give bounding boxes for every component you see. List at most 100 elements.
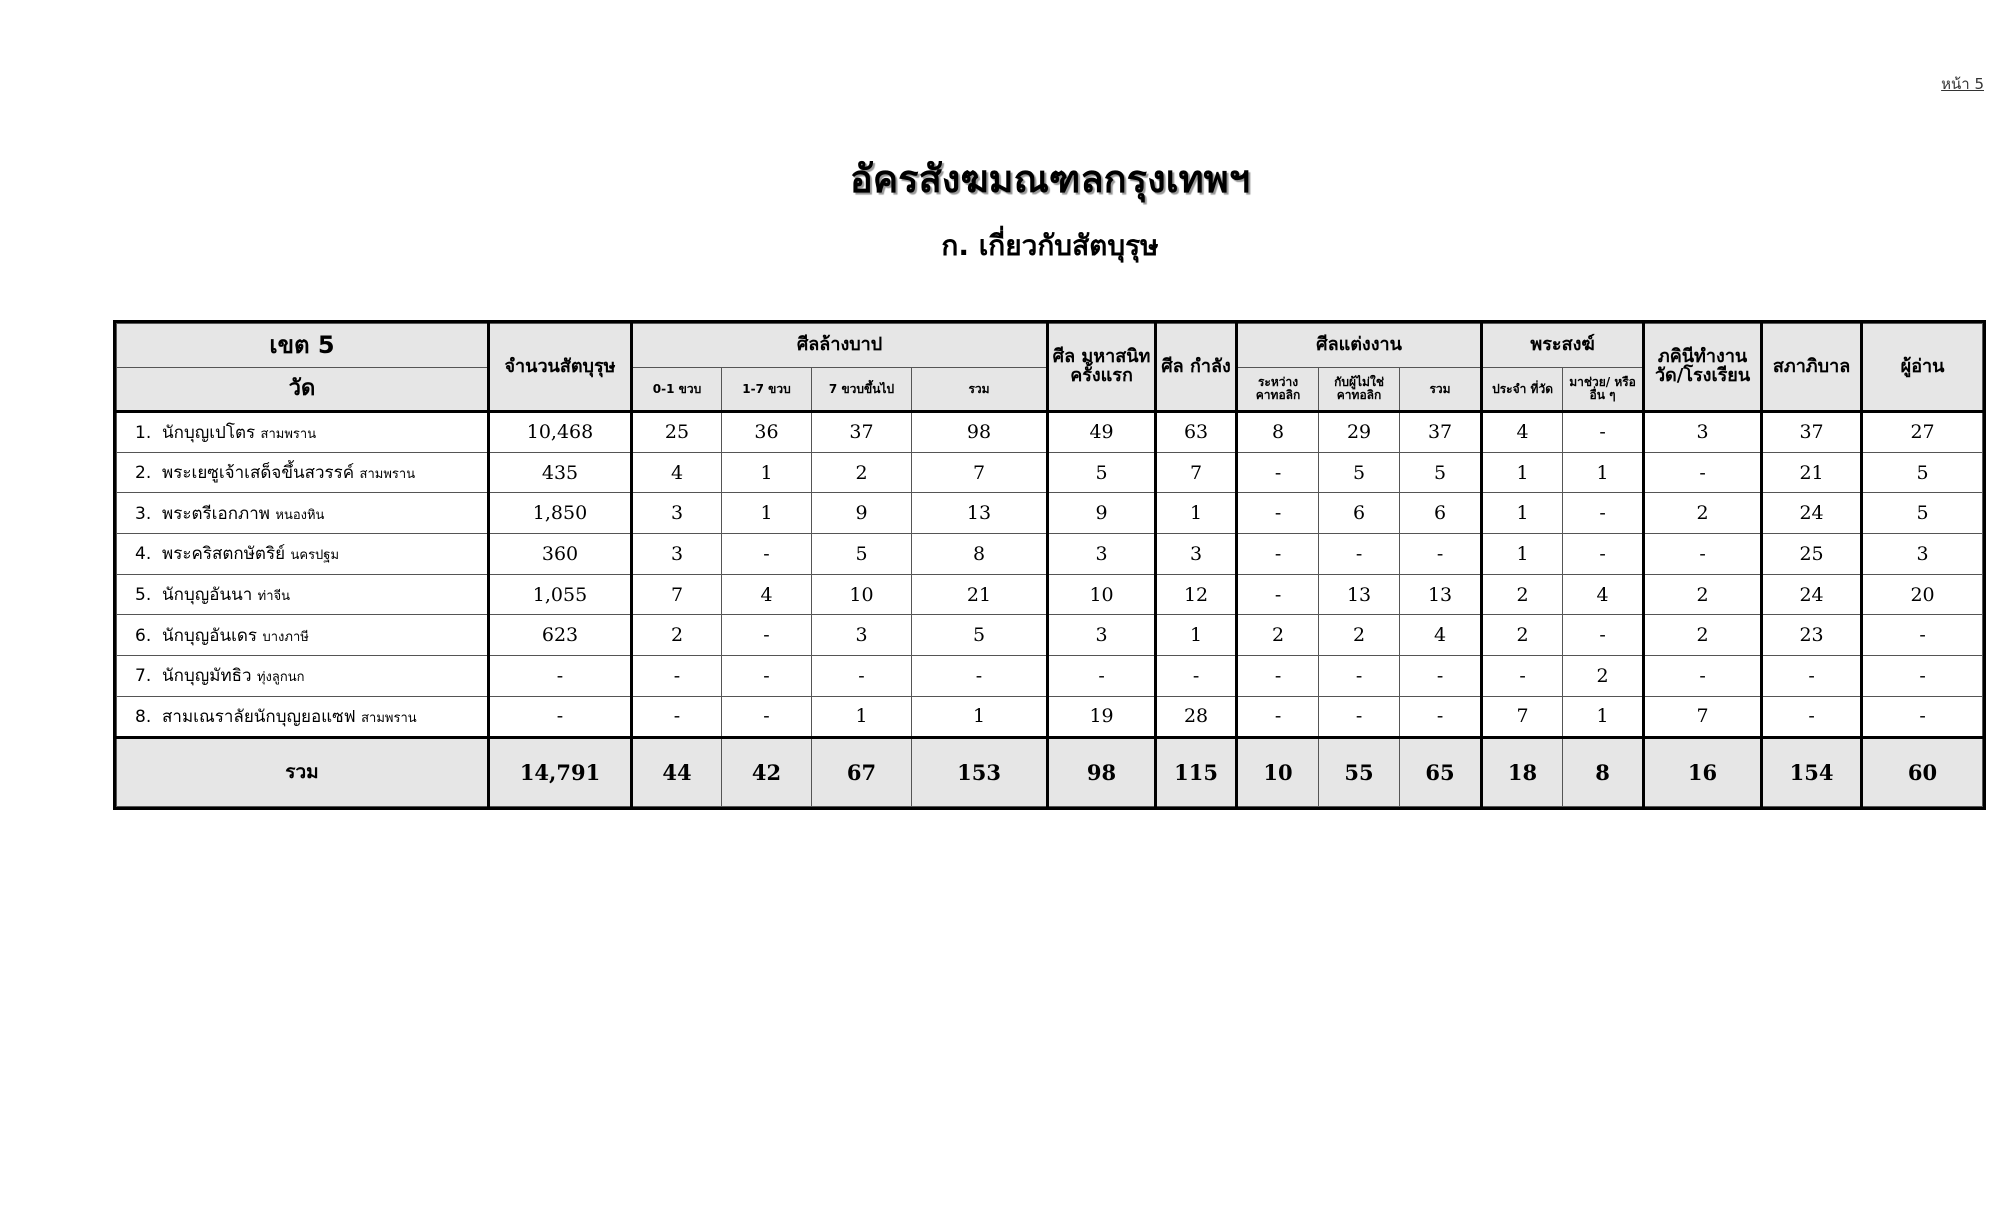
value-cell: - (1318, 695, 1401, 738)
header-baptism-0-1: 0-1 ขวบ (631, 367, 722, 412)
value-cell: - (1236, 533, 1320, 575)
value-cell: - (1236, 492, 1320, 535)
value-cell: - (1861, 655, 1984, 697)
parish-name-cell: 2. พระเยซูเจ้าเสด็จขึ้นสวรรค์ สามพราน (116, 451, 490, 494)
parish-name-cell: 1. นักบุญเปโตร สามพราน (116, 411, 490, 453)
value-cell: - (910, 655, 1050, 697)
header-readers: ผู้อ่าน (1861, 323, 1984, 412)
value-cell: - (721, 695, 812, 738)
value-cell: 3 (1861, 533, 1984, 575)
value-cell: 3 (631, 533, 722, 575)
row-number: 1. (135, 422, 152, 443)
value-cell: 2 (1481, 614, 1564, 657)
value-cell: 5 (1399, 451, 1484, 494)
value-cell: 21 (1761, 451, 1864, 494)
value-cell: 7 (1643, 695, 1764, 738)
value-cell: - (1562, 614, 1646, 657)
value-cell: 24 (1761, 573, 1864, 616)
parish-name-cell: 8. สามเณราลัยนักบุญยอแซฟ สามพราน (116, 695, 490, 738)
value-cell: 2 (1643, 492, 1764, 535)
value-cell: - (811, 655, 912, 697)
total-value-cell: 8 (1562, 735, 1646, 807)
value-cell: - (1236, 451, 1320, 494)
value-cell: 2 (631, 614, 722, 657)
value-cell: 5 (910, 614, 1050, 657)
table-row: 7. นักบุญมัทธิว ทุ่งลูกนก - - - - - - - - - - -2- - - (116, 655, 1984, 697)
value-cell: 6 (1318, 492, 1401, 535)
value-cell: - (631, 655, 722, 697)
value-cell: 2 (1643, 573, 1764, 616)
total-value-cell: 44 (631, 735, 722, 807)
row-number: 4. (135, 544, 152, 565)
row-number: 8. (135, 706, 152, 727)
header-first-communion: ศีล มหาสนิท ครั้งแรก (1047, 323, 1158, 412)
value-cell: 1 (1481, 492, 1564, 535)
value-cell: 7 (1155, 451, 1239, 494)
table-row: 4. พระคริสตกษัตริย์ นครปฐม 360 3-5 8 3 3- - -1-… (116, 533, 1984, 575)
total-value-cell: 14,791 (488, 735, 633, 807)
parish-name-cell: 6. นักบุญอันเดร บางภาษี (116, 614, 490, 657)
page-subtitle: ก. เกี่ยวกับสัตบุรุษ (941, 229, 1159, 262)
value-cell: 10 (1047, 573, 1158, 616)
value-cell: 5 (811, 533, 912, 575)
value-cell: - (1481, 655, 1564, 697)
value-cell: 1,055 (488, 573, 633, 616)
header-priests: พระสงฆ์ (1481, 323, 1646, 368)
header-marriage-mixed: กับผู้ไม่ใช่ คาทอลิก (1318, 367, 1401, 412)
value-cell: 29 (1318, 411, 1401, 453)
value-cell: 37 (811, 411, 912, 453)
value-cell: 1 (1155, 492, 1239, 535)
total-value-cell: 154 (1761, 735, 1864, 807)
header-baptism-total: รวม (910, 367, 1050, 412)
parish-location: สามพราน (260, 426, 317, 442)
value-cell: 20 (1861, 573, 1984, 616)
header-faithful: จำนวนสัตบุรุษ (488, 323, 633, 412)
value-cell: 360 (488, 533, 633, 575)
value-cell: 4 (1481, 411, 1564, 453)
value-cell: - (1399, 655, 1484, 697)
value-cell: 4 (1399, 614, 1484, 657)
value-cell: 4 (1562, 573, 1646, 616)
value-cell: 3 (631, 492, 722, 535)
parish-name-cell: 3. พระตรีเอกภาพ หนองหิน (116, 492, 490, 535)
header-baptism-1-7: 1-7 ขวบ (721, 367, 812, 412)
total-label: รวม (116, 735, 490, 807)
header-marriage-catholic: ระหว่าง คาทอลิก (1236, 367, 1320, 412)
parish-location: บางภาษี (262, 629, 309, 645)
value-cell: 3 (1047, 614, 1158, 657)
value-cell: 36 (721, 411, 812, 453)
value-cell: 63 (1155, 411, 1239, 453)
total-value-cell: 65 (1399, 735, 1484, 807)
value-cell: 9 (811, 492, 912, 535)
value-cell: 21 (910, 573, 1050, 616)
value-cell: - (1399, 533, 1484, 575)
value-cell: 2 (811, 451, 912, 494)
table-row: 2. พระเยซูเจ้าเสด็จขึ้นสวรรค์ สามพราน 435… (116, 451, 1984, 494)
parish-name: พระตรีเอกภาพ (162, 503, 270, 524)
value-cell: 7 (1481, 695, 1564, 738)
parish-name: นักบุญอันเดร (162, 625, 258, 646)
value-cell: 2 (1643, 614, 1764, 657)
value-cell: 4 (631, 451, 722, 494)
parish-location: นครปฐม (290, 548, 340, 564)
value-cell: 1,850 (488, 492, 633, 535)
header-priests-helping: มาช่วย/ หรืออื่น ๆ (1562, 367, 1646, 412)
header-district: เขต 5 (116, 323, 490, 368)
value-cell: 10,468 (488, 411, 633, 453)
value-cell: - (1562, 411, 1646, 453)
value-cell: 23 (1761, 614, 1864, 657)
value-cell: - (1861, 695, 1984, 738)
value-cell: - (1155, 655, 1239, 697)
header-marriage-total: รวม (1399, 367, 1484, 412)
row-number: 2. (135, 463, 152, 484)
total-value-cell: 60 (1861, 735, 1984, 807)
value-cell: 24 (1761, 492, 1864, 535)
table-row: 6. นักบุญอันเดร บางภาษี 623 2-3 5 3 1 2 2 4 2-2 23… (116, 614, 1984, 657)
value-cell: 3 (1155, 533, 1239, 575)
total-value-cell: 16 (1643, 735, 1764, 807)
value-cell: - (1318, 533, 1401, 575)
value-cell: 37 (1399, 411, 1484, 453)
parish-location: ท่าจีน (257, 589, 291, 605)
value-cell: 7 (631, 573, 722, 616)
value-cell: - (1761, 695, 1864, 738)
